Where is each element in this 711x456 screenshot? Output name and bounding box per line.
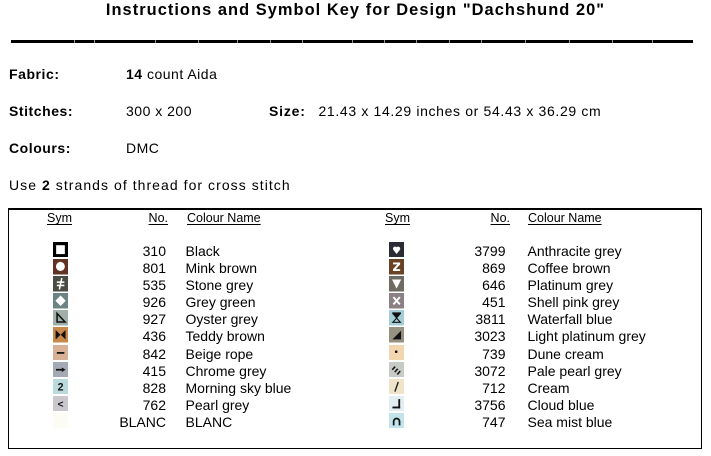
svg-text:<: <: [58, 399, 64, 410]
svg-text:2: 2: [58, 381, 64, 393]
